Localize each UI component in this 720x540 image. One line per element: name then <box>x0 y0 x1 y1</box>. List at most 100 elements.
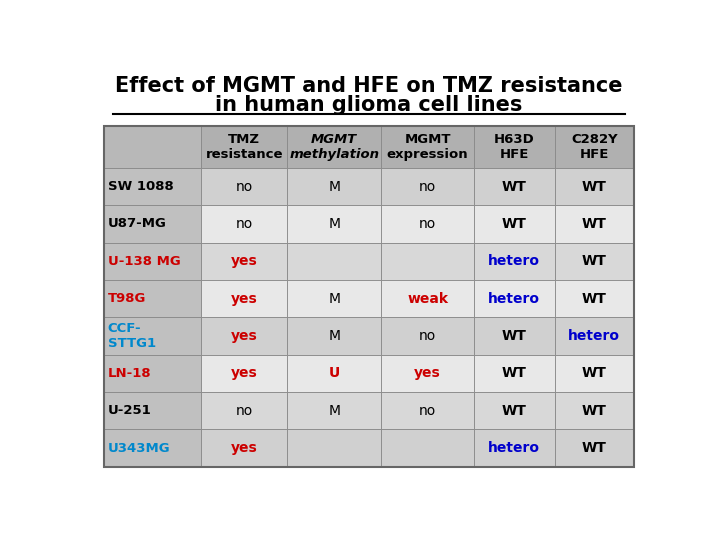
Text: WT: WT <box>502 329 527 343</box>
Bar <box>287 280 381 318</box>
Text: M: M <box>328 292 341 306</box>
Bar <box>474 392 554 429</box>
Text: no: no <box>235 404 253 418</box>
Text: H63D
HFE: H63D HFE <box>494 133 535 161</box>
Bar <box>554 280 634 318</box>
Bar <box>474 280 554 318</box>
Text: yes: yes <box>231 366 258 380</box>
Bar <box>104 126 634 467</box>
Text: yes: yes <box>231 292 258 306</box>
Text: LN-18: LN-18 <box>108 367 151 380</box>
Bar <box>474 242 554 280</box>
Text: WT: WT <box>582 254 607 268</box>
Bar <box>287 392 381 429</box>
Bar <box>474 318 554 355</box>
Text: M: M <box>328 180 341 194</box>
Text: T98G: T98G <box>108 292 146 305</box>
Text: WT: WT <box>502 217 527 231</box>
Bar <box>474 126 554 168</box>
Bar <box>381 242 474 280</box>
Bar <box>474 429 554 467</box>
Text: WT: WT <box>502 404 527 418</box>
Text: WT: WT <box>582 404 607 418</box>
Bar <box>287 205 381 242</box>
Bar <box>381 429 474 467</box>
Bar <box>287 126 381 168</box>
Text: no: no <box>419 217 436 231</box>
Text: SW 1088: SW 1088 <box>108 180 174 193</box>
Text: WT: WT <box>502 180 527 194</box>
Bar <box>554 242 634 280</box>
Bar <box>201 392 287 429</box>
Text: Effect of MGMT and HFE on TMZ resistance: Effect of MGMT and HFE on TMZ resistance <box>115 76 623 96</box>
Bar <box>104 392 201 429</box>
Text: WT: WT <box>502 366 527 380</box>
Text: MGMT
methylation: MGMT methylation <box>289 133 379 161</box>
Text: M: M <box>328 404 341 418</box>
Bar <box>104 205 201 242</box>
Bar <box>554 392 634 429</box>
Bar <box>201 242 287 280</box>
Bar <box>474 355 554 392</box>
Bar <box>104 355 201 392</box>
Bar <box>381 168 474 205</box>
Bar <box>201 280 287 318</box>
Text: WT: WT <box>582 217 607 231</box>
Bar <box>381 318 474 355</box>
Bar <box>287 318 381 355</box>
Bar <box>287 168 381 205</box>
Text: U-138 MG: U-138 MG <box>108 255 181 268</box>
Bar <box>104 242 201 280</box>
Bar <box>474 205 554 242</box>
Text: M: M <box>328 329 341 343</box>
Bar <box>554 168 634 205</box>
Bar <box>201 126 287 168</box>
Text: yes: yes <box>231 254 258 268</box>
Bar <box>554 126 634 168</box>
Text: yes: yes <box>414 366 441 380</box>
Text: hetero: hetero <box>488 441 540 455</box>
Text: WT: WT <box>582 180 607 194</box>
Text: C282Y
HFE: C282Y HFE <box>571 133 618 161</box>
Bar <box>474 168 554 205</box>
Text: no: no <box>419 180 436 194</box>
Text: MGMT
expression: MGMT expression <box>387 133 469 161</box>
Text: yes: yes <box>231 441 258 455</box>
Text: M: M <box>328 217 341 231</box>
Text: U343MG: U343MG <box>108 442 171 455</box>
Bar <box>381 205 474 242</box>
Bar <box>104 168 201 205</box>
Bar <box>201 168 287 205</box>
Bar <box>104 429 201 467</box>
Bar <box>554 205 634 242</box>
Text: no: no <box>235 217 253 231</box>
Bar <box>104 280 201 318</box>
Bar <box>201 429 287 467</box>
Bar <box>104 126 201 168</box>
Bar <box>381 355 474 392</box>
Text: hetero: hetero <box>568 329 621 343</box>
Bar <box>104 318 201 355</box>
Text: hetero: hetero <box>488 292 540 306</box>
Text: U: U <box>328 366 340 380</box>
Bar <box>287 242 381 280</box>
Bar <box>287 429 381 467</box>
Bar <box>381 126 474 168</box>
Text: no: no <box>235 180 253 194</box>
Text: WT: WT <box>582 292 607 306</box>
Text: weak: weak <box>407 292 448 306</box>
Bar <box>201 205 287 242</box>
Bar <box>287 355 381 392</box>
Bar <box>554 429 634 467</box>
Bar <box>201 318 287 355</box>
Text: in human glioma cell lines: in human glioma cell lines <box>215 95 523 115</box>
Text: CCF-
STTG1: CCF- STTG1 <box>108 322 156 350</box>
Text: TMZ
resistance: TMZ resistance <box>205 133 283 161</box>
Text: hetero: hetero <box>488 254 540 268</box>
Bar <box>381 392 474 429</box>
Bar <box>201 355 287 392</box>
Text: WT: WT <box>582 441 607 455</box>
Text: no: no <box>419 329 436 343</box>
Text: U-251: U-251 <box>108 404 152 417</box>
Text: no: no <box>419 404 436 418</box>
